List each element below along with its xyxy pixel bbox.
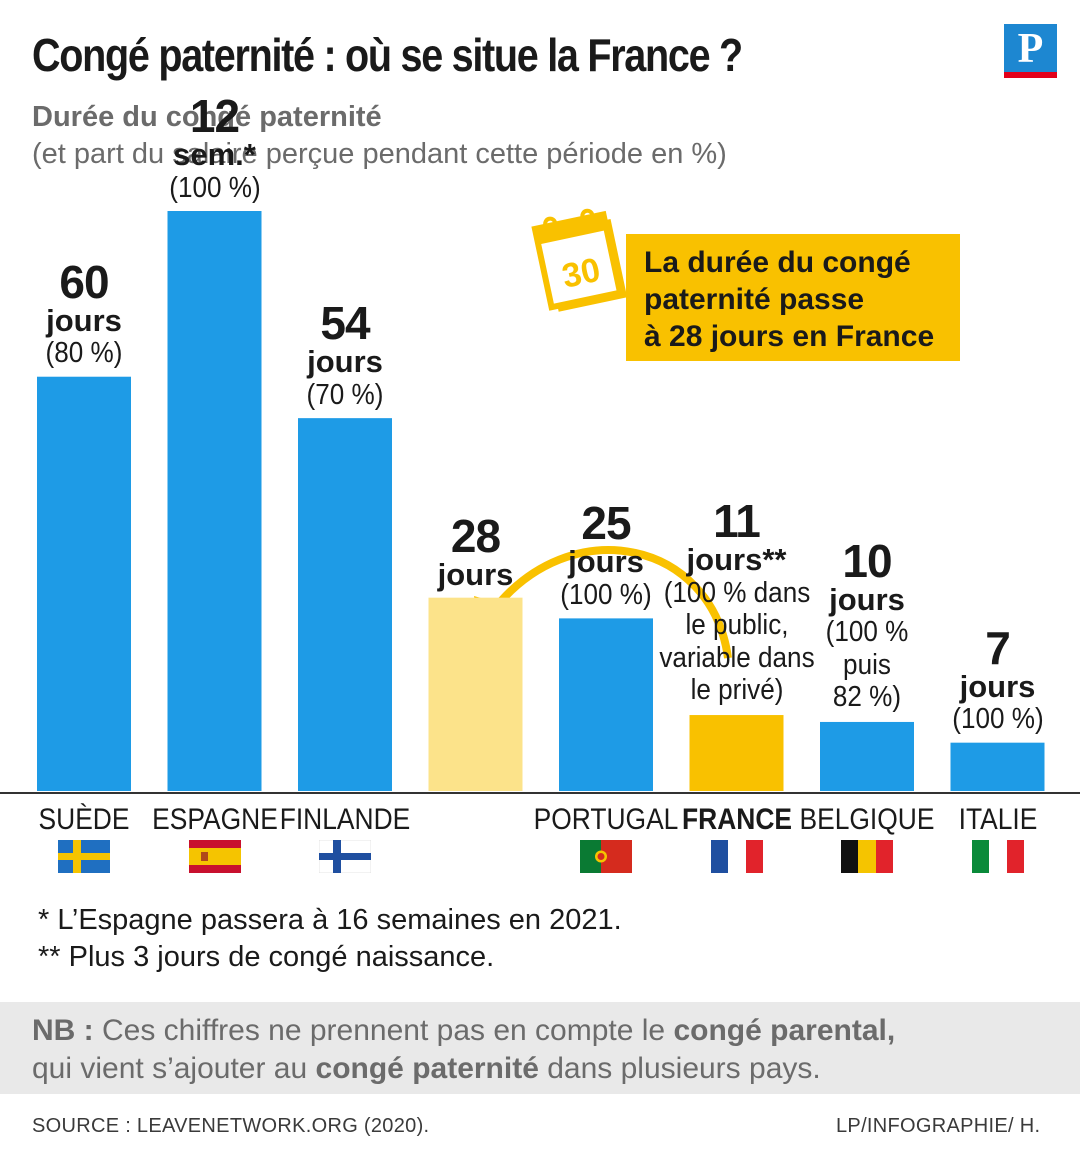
nb-panel: NB : Ces chiffres ne prennent pas en com… <box>0 1002 1080 1094</box>
bar-france <box>689 715 784 791</box>
country-label: SUÈDE <box>38 803 130 836</box>
bar-salary-share: le public, <box>684 609 789 642</box>
nb-prefix: NB : <box>32 1014 94 1047</box>
country-label: ESPAGNE <box>151 803 278 836</box>
logo-letter: P <box>1017 26 1044 72</box>
bar-value-label: 25 jours (100 %) <box>516 500 696 611</box>
bar-salary-share: (100 %) <box>560 578 652 611</box>
bar-salary-share: (70 %) <box>306 378 384 411</box>
nb-line-2: qui vient s’ajouter au congé paternité d… <box>32 1050 895 1088</box>
bar-value: 11 <box>713 495 761 548</box>
bar-unit: jours <box>437 556 514 592</box>
country-label: PORTUGAL <box>533 803 679 836</box>
bar-value: 12 <box>189 90 240 142</box>
bar-suède <box>37 376 131 791</box>
nb-line2-b: congé paternité <box>315 1052 539 1085</box>
footnote-1: * L’Espagne passera à 16 semaines en 202… <box>38 904 622 936</box>
bar-unit: jours <box>959 668 1036 704</box>
bar-value: 7 <box>985 621 1011 674</box>
bar-france-new <box>428 597 523 791</box>
country-label: FRANCE <box>681 803 792 836</box>
belgium-flag-icon <box>841 840 893 873</box>
bar-value: 28 <box>450 509 501 562</box>
bar-salary-share: le privé) <box>690 674 783 706</box>
chart-subtitle-detail: (et part du salaire perçue pendant cette… <box>32 138 727 170</box>
bar-salary-share: (80 %) <box>45 337 123 370</box>
nb-line1-b: congé parental, <box>673 1014 896 1047</box>
bar-belgique <box>820 721 914 791</box>
bar-value-label: 12 sem.* (100 %) <box>125 93 305 204</box>
bar-value: 60 <box>59 255 109 308</box>
credit-note: LP/INFOGRAPHIE/ H. <box>836 1115 1041 1137</box>
bar-salary-share: (100 %) <box>951 703 1044 736</box>
finland-flag-icon <box>319 840 371 873</box>
bar-salary-share: (100 % dans <box>663 576 810 609</box>
newspaper-logo: P <box>1004 24 1057 78</box>
calendar-icon: 30 <box>531 208 628 312</box>
country-label: FINLANDE <box>279 803 411 836</box>
sweden-flag-icon <box>58 840 110 873</box>
logo-stripe <box>1004 72 1057 78</box>
bar-value-label: 10 jours (100 % puis 82 %) <box>777 538 957 714</box>
bar-value: 10 <box>842 534 892 587</box>
bar-value-label: 28 jours <box>386 513 566 592</box>
source-note: SOURCE : LEAVENETWORK.ORG (2020). <box>32 1115 430 1137</box>
bar-salary-share: (100 % <box>825 616 909 649</box>
portugal-flag-icon <box>580 840 632 873</box>
spain-flag-icon <box>188 840 241 873</box>
callout-line-1: La durée du congé <box>644 246 911 279</box>
bar-unit: jours <box>46 302 122 338</box>
bar-value-label: 7 jours (100 %) <box>908 625 1080 736</box>
callout-text: La durée du congé paternité passe à 28 j… <box>644 244 934 355</box>
callout-line-3: à 28 jours en France <box>644 320 935 353</box>
italy-flag-icon <box>971 840 1024 873</box>
nb-line-1: NB : Ces chiffres ne prennent pas en com… <box>32 1012 895 1050</box>
bar-value: 25 <box>581 497 631 550</box>
bar-italie <box>950 742 1045 791</box>
bar-salary-share: variable dans <box>658 641 815 674</box>
bar-unit: jours <box>829 581 905 617</box>
bar-unit: sem.* <box>173 137 256 172</box>
country-label: ITALIE <box>958 803 1037 836</box>
callout-line-2: paternité passe <box>644 283 865 316</box>
chart-subtitle: Durée du congé paternité <box>32 101 382 133</box>
bar-chart: 60 jours (80 %) SUÈDE 12 sem.* (100 %) ESPAGNE 5… <box>0 93 1080 900</box>
bar-portugal <box>559 618 653 791</box>
callout-box: La durée du congé paternité passe à 28 j… <box>626 234 960 361</box>
nb-line2-a: qui vient s’ajouter au <box>32 1052 316 1085</box>
bar-salary-share: puis <box>843 648 891 681</box>
bar-value-label: 60 jours (80 %) <box>0 259 174 370</box>
nb-text: NB : Ces chiffres ne prennent pas en com… <box>32 1012 895 1088</box>
nb-line2-c: dans plusieurs pays. <box>538 1052 821 1085</box>
nb-line1-a: Ces chiffres ne prennent pas en compte l… <box>93 1014 674 1047</box>
bar-salary-share: (100 %) <box>168 171 261 204</box>
bar-unit: jours <box>307 344 383 380</box>
bar-value: 54 <box>320 297 370 350</box>
bar-salary-share: 82 %) <box>832 681 902 714</box>
bar-value-label: 54 jours (70 %) <box>255 300 435 411</box>
footnote-2: ** Plus 3 jours de congé naissance. <box>38 941 495 973</box>
france-flag-icon <box>710 840 763 873</box>
chart-title: Congé paternité : où se situe la France … <box>32 29 743 81</box>
country-label: BELGIQUE <box>799 803 935 836</box>
chart-canvas <box>0 211 1080 794</box>
bar-unit: jours** <box>686 542 787 578</box>
bar-value-label: 11 jours** (100 % dans le public, variable d… <box>647 498 827 706</box>
bar-finlande <box>298 418 392 791</box>
callout-arrow <box>488 546 732 659</box>
calendar-number: 30 <box>559 251 604 296</box>
bar-espagne <box>167 211 262 791</box>
footnotes: * L’Espagne passera à 16 semaines en 202… <box>38 902 622 976</box>
bar-unit: jours <box>568 544 644 580</box>
